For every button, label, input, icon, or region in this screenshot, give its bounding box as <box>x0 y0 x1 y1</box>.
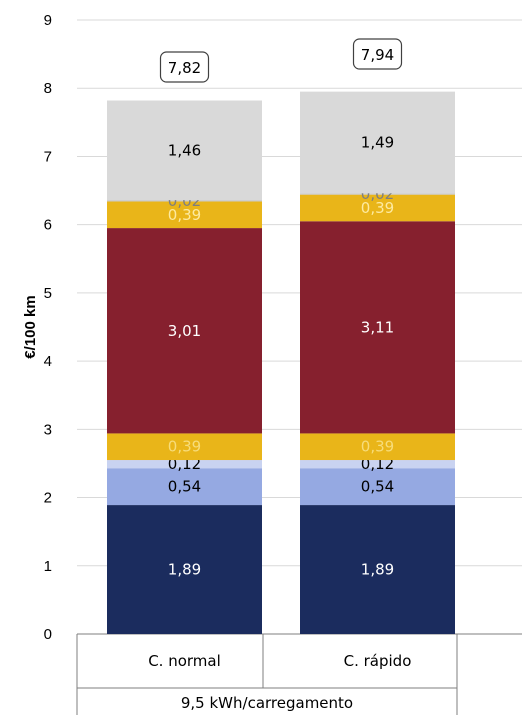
bar-segment <box>300 468 455 506</box>
y-axis-label: €/100 km <box>22 295 39 358</box>
bar-segment <box>300 194 455 222</box>
bar-segment <box>107 433 262 461</box>
total-labels: 7,82 7,94 <box>159 38 403 83</box>
bar-segment <box>107 460 262 469</box>
segment-label: 3,01 <box>168 322 201 340</box>
bar-segment <box>300 193 455 195</box>
bar-segment <box>107 228 262 434</box>
segment-label: 0,39 <box>168 206 201 224</box>
y-tick-label: 7 <box>44 148 52 165</box>
y-tick-label: 6 <box>44 217 52 234</box>
segment-label: 0,39 <box>361 199 394 217</box>
y-tick-label: 0 <box>44 626 52 643</box>
y-tick-label: 3 <box>44 421 52 438</box>
bars: 1,890,540,120,393,010,390,021,461,890,54… <box>107 91 455 634</box>
segment-label: 3,11 <box>361 318 394 336</box>
segment-label: 1,49 <box>361 133 394 151</box>
y-tick-label: 8 <box>44 80 52 97</box>
bar-segment <box>107 201 262 229</box>
bar-segment <box>107 468 262 506</box>
total-label: 7,94 <box>361 46 394 64</box>
y-tick-label: 9 <box>44 12 52 29</box>
segment-label: 1,89 <box>168 561 201 579</box>
bar-segment <box>300 221 455 434</box>
category-label: C. normal <box>148 652 221 670</box>
y-tick-label: 5 <box>44 285 52 302</box>
segment-label: 1,89 <box>361 561 394 579</box>
x-axis: C. normal C. rápido 9,5 kWh/carregamento <box>76 634 458 715</box>
bar-segment <box>107 200 262 202</box>
bar-segment <box>107 505 262 634</box>
segment-label: 1,46 <box>168 141 201 159</box>
total-box <box>352 38 403 70</box>
y-axis-ticks: 0 1 2 3 4 5 6 7 8 9 <box>44 12 52 643</box>
segment-label: 0,54 <box>361 478 394 496</box>
bar-segment <box>300 505 455 634</box>
segment-label: 0,39 <box>168 438 201 456</box>
group-label: 9,5 kWh/carregamento <box>181 694 353 712</box>
bar-segment <box>300 433 455 461</box>
y-tick-label: 4 <box>44 353 52 370</box>
bar-segment <box>300 91 455 194</box>
total-label: 7,82 <box>168 59 201 77</box>
bar-segment <box>300 460 455 469</box>
bar-segment <box>107 100 262 201</box>
segment-label: 0,54 <box>168 478 201 496</box>
y-tick-label: 2 <box>44 490 52 507</box>
total-box <box>159 51 210 83</box>
segment-label: 0,39 <box>361 438 394 456</box>
category-label: C. rápido <box>344 652 412 670</box>
y-tick-label: 1 <box>44 558 52 575</box>
